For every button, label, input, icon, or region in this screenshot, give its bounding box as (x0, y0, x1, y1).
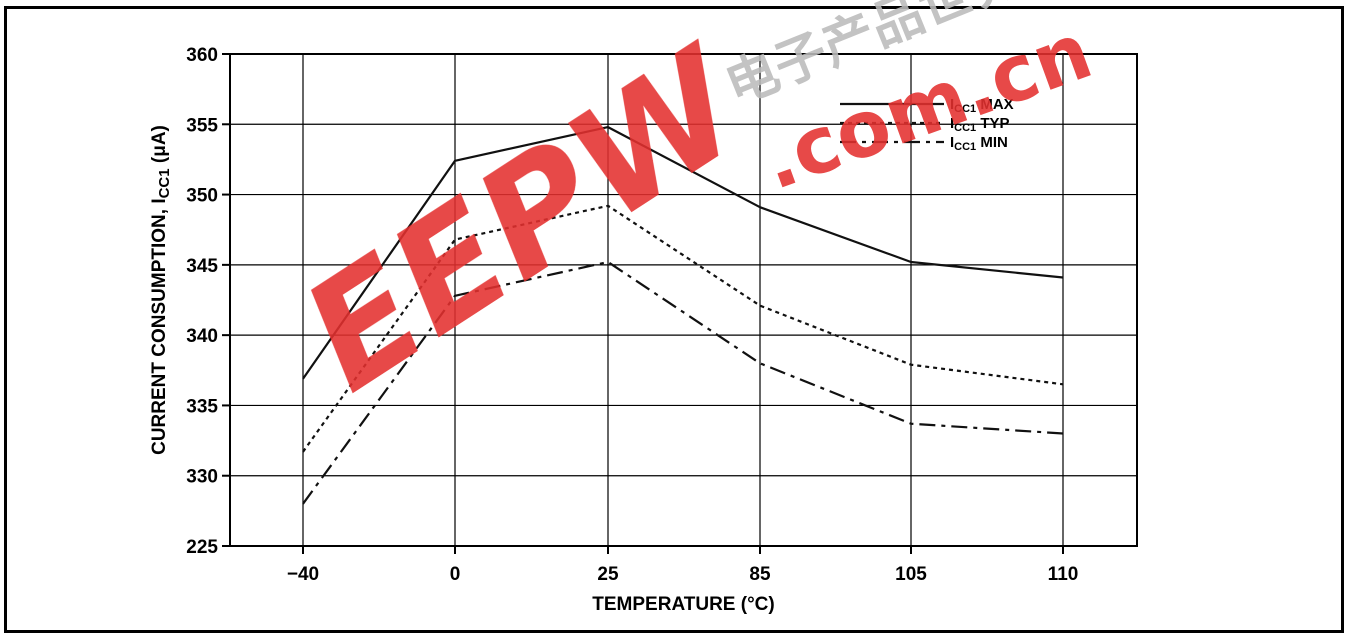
y-tick-label: 340 (186, 326, 218, 347)
x-axis-title: TEMPERATURE (°C) (592, 594, 774, 615)
legend-label-max: ICC1 MAX (950, 96, 1014, 115)
y-tick-label: 350 (186, 186, 218, 207)
x-tick-label: 25 (597, 564, 619, 585)
series-line-typ (302, 204, 1064, 453)
x-tick-label: −40 (287, 564, 319, 585)
y-tick-label: 345 (186, 256, 218, 277)
x-axis-ticks: −40 0 25 85 105 110 (287, 546, 1078, 585)
series-layer (302, 125, 1064, 505)
y-tick-label: 355 (186, 115, 218, 136)
y-tick-label: 335 (186, 396, 218, 417)
y-axis-title: CURRENT CONSUMPTION, ICC1 (μA) (149, 125, 173, 455)
y-tick-label: 360 (186, 45, 218, 66)
legend-label-min: ICC1 MIN (950, 134, 1008, 153)
legend-label-typ: ICC1 TYP (950, 115, 1010, 134)
x-tick-label: 110 (1048, 564, 1079, 585)
watermark-logo: EEPW (275, 14, 778, 425)
x-tick-label: 105 (895, 564, 927, 585)
y-axis-ticks: 225 330 335 340 345 350 355 360 (186, 45, 230, 558)
series-line-min (302, 260, 1064, 505)
x-tick-label: 0 (450, 564, 461, 585)
plot-area (229, 53, 1138, 547)
y-axis-title-main: CURRENT CONSUMPTION, I (149, 198, 170, 455)
series-line-max (302, 125, 1064, 380)
y-tick-label: 225 (186, 537, 218, 558)
y-tick-label: 330 (186, 467, 218, 488)
y-axis-title-sub: CC1 (156, 168, 173, 198)
chart-frame (4, 6, 1344, 633)
x-tick-label: 85 (749, 564, 771, 585)
y-axis-title-unit: (μA) (149, 125, 170, 168)
